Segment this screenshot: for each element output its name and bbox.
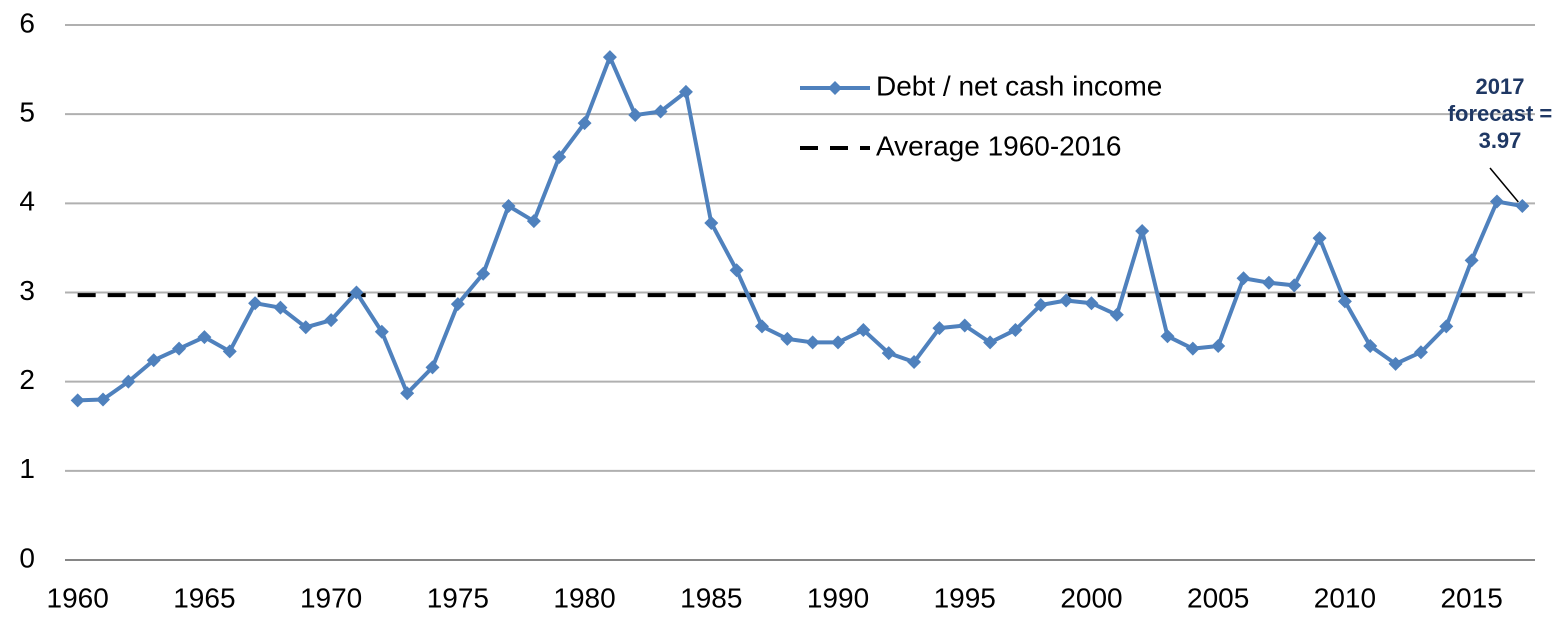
- x-tick-label: 1975: [427, 582, 489, 613]
- x-tick-label: 1990: [807, 582, 869, 613]
- marker: [1515, 199, 1530, 214]
- legend-label: Debt / net cash income: [876, 70, 1162, 101]
- marker: [450, 297, 465, 312]
- marker: [704, 215, 719, 230]
- marker: [1261, 275, 1276, 290]
- marker: [932, 321, 947, 336]
- marker: [754, 319, 769, 334]
- marker: [197, 330, 212, 345]
- x-tick-label: 1965: [173, 582, 235, 613]
- y-tick-label: 0: [19, 542, 35, 573]
- marker: [602, 50, 617, 65]
- marker: [324, 313, 339, 328]
- marker: [653, 104, 668, 119]
- marker: [983, 335, 998, 350]
- annotation: forecast =: [1448, 101, 1553, 126]
- marker: [222, 344, 237, 359]
- marker: [374, 324, 389, 339]
- legend-marker: [828, 81, 842, 95]
- marker: [831, 335, 846, 350]
- y-tick-label: 1: [19, 453, 35, 484]
- marker: [957, 318, 972, 333]
- marker: [1464, 253, 1479, 268]
- annotation-leader: [1489, 167, 1519, 203]
- marker: [1033, 297, 1048, 312]
- marker: [172, 341, 187, 356]
- legend-label: Average 1960-2016: [876, 130, 1121, 161]
- marker: [1109, 307, 1124, 322]
- marker: [577, 116, 592, 131]
- annotation: 3.97: [1479, 128, 1522, 153]
- marker: [273, 300, 288, 315]
- marker: [780, 331, 795, 346]
- x-tick-label: 1995: [934, 582, 996, 613]
- marker: [1084, 296, 1099, 311]
- x-tick-label: 2015: [1440, 582, 1502, 613]
- marker: [1008, 322, 1023, 337]
- marker: [146, 353, 161, 368]
- y-tick-label: 5: [19, 97, 35, 128]
- marker: [1135, 223, 1150, 238]
- marker: [1337, 294, 1352, 309]
- marker: [1211, 339, 1226, 353]
- x-tick-label: 2005: [1187, 582, 1249, 613]
- marker: [1287, 278, 1302, 293]
- marker: [248, 296, 263, 311]
- marker: [907, 355, 922, 370]
- y-tick-label: 6: [19, 7, 35, 38]
- marker: [1363, 339, 1378, 353]
- series-line: [77, 55, 1523, 403]
- x-tick-label: 2000: [1060, 582, 1122, 613]
- x-tick-label: 1980: [553, 582, 615, 613]
- marker: [1439, 319, 1454, 334]
- marker: [501, 199, 516, 214]
- marker: [1413, 345, 1428, 360]
- marker: [1185, 341, 1200, 356]
- marker: [298, 320, 313, 335]
- y-tick-label: 2: [19, 364, 35, 395]
- marker: [805, 335, 820, 350]
- marker: [881, 346, 896, 361]
- marker: [678, 84, 693, 99]
- marker: [1059, 293, 1074, 308]
- marker: [1489, 194, 1504, 209]
- y-tick-label: 3: [19, 275, 35, 306]
- marker: [1312, 231, 1327, 246]
- marker: [729, 263, 744, 278]
- marker: [1236, 271, 1251, 286]
- marker: [400, 386, 415, 401]
- x-tick-label: 1970: [300, 582, 362, 613]
- marker: [526, 214, 541, 229]
- y-tick-label: 4: [19, 186, 35, 217]
- x-tick-label: 1985: [680, 582, 742, 613]
- marker: [1160, 329, 1175, 344]
- marker: [552, 149, 567, 164]
- marker: [96, 392, 111, 407]
- x-tick-label: 2010: [1314, 582, 1376, 613]
- marker: [628, 108, 643, 123]
- marker: [425, 360, 440, 375]
- marker: [121, 374, 136, 389]
- x-tick-label: 1960: [47, 582, 109, 613]
- marker: [856, 322, 871, 337]
- marker: [70, 393, 85, 408]
- marker: [349, 285, 364, 300]
- marker: [476, 266, 491, 281]
- annotation: 2017: [1476, 74, 1525, 99]
- marker: [1388, 356, 1403, 371]
